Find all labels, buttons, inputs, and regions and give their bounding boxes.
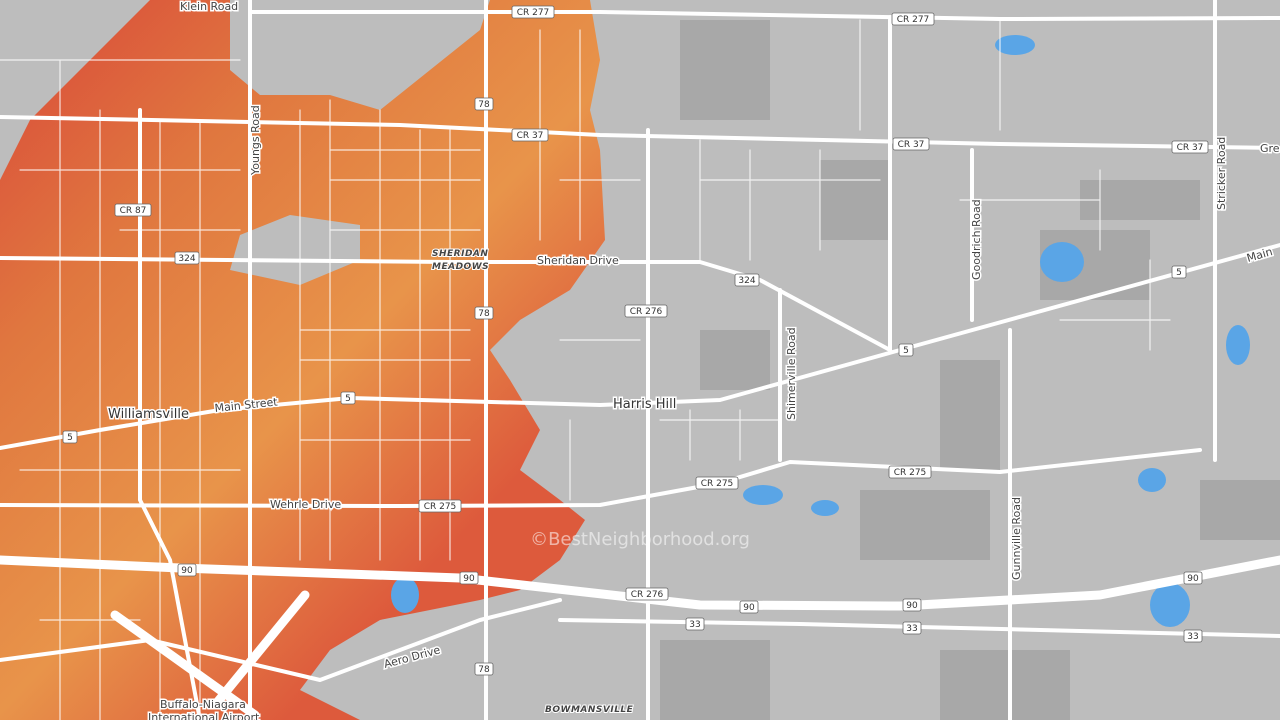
shield-label: 90 <box>1187 574 1199 584</box>
shield <box>474 662 494 676</box>
road-label: Goodrich Road <box>970 199 983 280</box>
shield <box>739 600 759 614</box>
shield-label: 5 <box>67 433 73 443</box>
shield-label: CR 87 <box>120 206 147 216</box>
shield-label: 5 <box>1176 268 1182 278</box>
shield <box>695 476 739 490</box>
place-label: Buffalo-Niagara <box>160 698 246 711</box>
road-label: Shimerville Road <box>785 327 798 420</box>
shield-label: 90 <box>906 601 918 611</box>
shield <box>891 12 935 26</box>
place-label: Williamsville <box>108 407 189 422</box>
shield-label: 78 <box>478 309 490 319</box>
shield-label: CR 37 <box>517 131 544 141</box>
road-label: Gre <box>1260 142 1280 155</box>
shield <box>902 621 922 635</box>
shield <box>511 128 549 142</box>
place-label: International Airport <box>148 711 260 720</box>
shield-label: CR 276 <box>630 307 663 317</box>
shield-label: 5 <box>345 394 351 404</box>
shield <box>1171 265 1187 279</box>
shield <box>114 203 152 217</box>
place-label: Harris Hill <box>613 397 676 412</box>
road-label: Klein Road <box>180 0 238 13</box>
shield-label: 5 <box>903 346 909 356</box>
shield-label: 33 <box>689 620 700 630</box>
shield-label: CR 277 <box>897 15 930 25</box>
shield <box>177 563 197 577</box>
shield-label: 90 <box>743 603 755 613</box>
shield-label: 90 <box>463 574 475 584</box>
shield <box>685 617 705 631</box>
place-label: SHERIDAN <box>432 249 488 259</box>
shield <box>511 5 555 19</box>
water <box>391 35 1250 627</box>
shield-label: 33 <box>906 624 917 634</box>
shields: CR 277 CR 277 CR 37 CR 37 CR 37 CR 87 324 324 78… <box>62 5 1209 676</box>
road-label: Sheridan Drive <box>537 254 619 267</box>
shield-label: CR 276 <box>631 590 664 600</box>
watermark: ©BestNeighborhood.org <box>530 529 750 550</box>
shield-label: CR 37 <box>1177 143 1204 153</box>
shield-label: 33 <box>1187 632 1198 642</box>
road-label: Youngs Road <box>249 105 262 176</box>
shield <box>474 306 494 320</box>
shield <box>898 343 914 357</box>
shield-label: 78 <box>478 100 490 110</box>
shield <box>1183 629 1203 643</box>
shield-label: CR 275 <box>894 468 927 478</box>
shield <box>418 499 462 513</box>
shield-label: CR 37 <box>898 140 925 150</box>
place-label: MEADOWS <box>432 262 489 272</box>
shield <box>902 598 922 612</box>
shield-label: 90 <box>181 566 193 576</box>
shield <box>62 430 78 444</box>
shield-label: 78 <box>478 665 490 675</box>
shield <box>459 571 479 585</box>
shield <box>1183 571 1203 585</box>
shield-label: 324 <box>738 276 755 286</box>
shield <box>174 251 200 265</box>
shield <box>340 391 356 405</box>
shield <box>888 465 932 479</box>
road-label: Wehrle Drive <box>270 498 341 511</box>
shield <box>474 97 494 111</box>
runways <box>110 590 310 720</box>
shield-label: CR 275 <box>424 502 457 512</box>
shield-label: CR 277 <box>517 8 550 18</box>
shield-label: CR 275 <box>701 479 734 489</box>
place-label: BOWMANSVILLE <box>545 705 634 715</box>
shield-label: 324 <box>178 254 195 264</box>
shield <box>1171 140 1209 154</box>
shield <box>624 304 668 318</box>
shield <box>734 273 760 287</box>
shield <box>625 587 669 601</box>
shield <box>892 137 930 151</box>
road-label: Gunnville Road <box>1010 497 1023 580</box>
road-label: Stricker Road <box>1215 137 1228 210</box>
